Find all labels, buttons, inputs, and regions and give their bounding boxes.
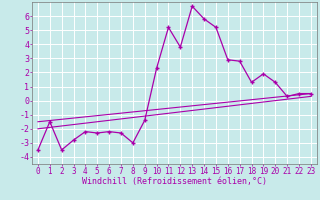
X-axis label: Windchill (Refroidissement éolien,°C): Windchill (Refroidissement éolien,°C): [82, 177, 267, 186]
